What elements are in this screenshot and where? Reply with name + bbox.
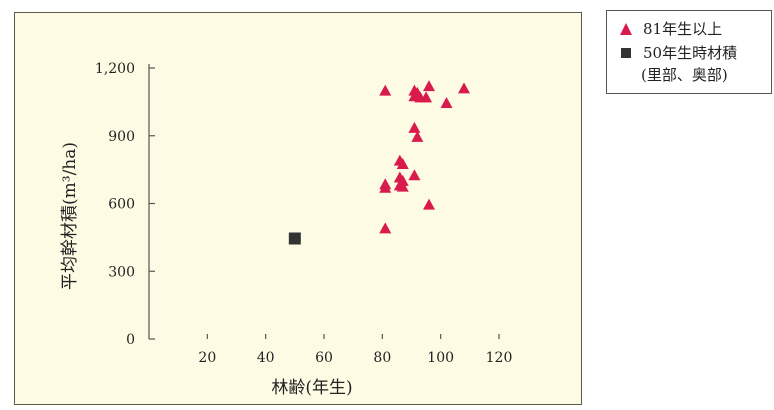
triangle-marker-icon [620,23,632,35]
x-tick-label: 60 [315,350,333,366]
y-tick-label: 600 [108,197,135,213]
scatter-chart: 0 300 600 900 1,200 20 40 60 80 100 120 林齢(年生) 平均幹… [59,61,512,398]
data-point-triangle [458,82,470,94]
legend-label-series-2-sub: (里部、奥部) [641,66,728,84]
y-axis-label: 平均幹材積(m³/ha) [59,142,80,290]
data-point-triangle [408,121,421,133]
data-point-triangle [440,97,453,109]
data-point-triangle [423,80,435,92]
data-point-triangle [423,198,435,210]
x-tick-label: 120 [486,350,513,366]
data-point-triangle [408,169,421,181]
data-points [288,80,470,245]
data-point-triangle [379,181,392,193]
chart-panel: 0 300 600 900 1,200 20 40 60 80 100 120 林齢(年生) 平均幹… [14,12,582,405]
square-marker-icon [621,48,631,58]
legend-label-series-1: 81年生以上 [643,20,723,38]
data-point-triangle [379,222,392,234]
data-point-triangle [420,91,433,103]
x-axis-label: 林齢(年生) [271,378,352,398]
data-point-triangle [411,130,424,142]
x-tick-label: 80 [373,350,391,366]
x-tick-label: 100 [427,350,454,366]
data-point-square [288,232,301,245]
x-tick-label: 40 [257,350,275,366]
legend-label-series-2: 50年生時材積 [643,44,738,62]
data-point-triangle [396,157,409,169]
axes: 0 300 600 900 1,200 20 40 60 80 100 120 [95,61,512,366]
y-tick-label: 900 [108,129,135,145]
y-tick-label: 1,200 [95,61,135,77]
legend: 81年生以上 50年生時材積 (里部、奥部) [606,10,772,94]
y-tick-label: 300 [108,264,135,280]
data-point-triangle [396,180,409,192]
x-tick-label: 20 [198,350,216,366]
data-point-triangle [379,84,392,96]
y-tick-label: 0 [126,332,135,348]
